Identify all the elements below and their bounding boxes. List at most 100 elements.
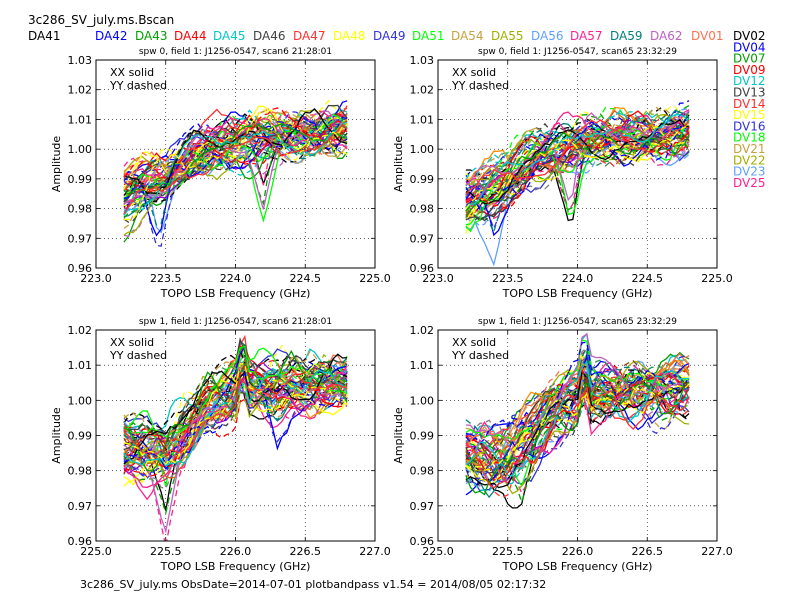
x-tick-label: 227.0 <box>701 545 733 558</box>
x-tick-label: 225.0 <box>701 272 733 285</box>
series-line <box>465 111 690 208</box>
y-tick-label: 1.00 <box>410 394 435 407</box>
series-line <box>465 113 690 210</box>
antenna-legend-top-row: DA41 DA42 DA43 DA44 DA45 DA46 DA47 DA48 DA49 DA51… <box>28 29 724 43</box>
y-tick-label: 1.03 <box>410 54 435 67</box>
series-line <box>465 366 690 485</box>
legend-antenna-da62: DA62 <box>650 29 683 43</box>
series-line <box>465 368 690 475</box>
annotation-xx-solid: XX solid <box>110 66 154 79</box>
x-tick-label: 225.0 <box>359 272 391 285</box>
panel-title: spw 1, field 1: J1256-0547, scan6 21:28:… <box>139 317 332 327</box>
panel-4: 225.0 225.5 226.0 226.5 227.0 0.96 0.97 0.98 0.9… <box>392 317 733 573</box>
panel-2: 223.0 223.5 224.0 224.5 225.0 0.96 0.97 0.98 0.9… <box>392 47 733 300</box>
legend-antenna-dv09: DV09 <box>733 63 766 77</box>
series-line <box>123 110 348 210</box>
series-line <box>465 383 690 471</box>
legend-antenna-da56: DA56 <box>531 29 564 43</box>
axis-ticks: 223.0 223.5 224.0 224.5 225.0 0.96 0.97 0.98 0.9… <box>68 54 391 285</box>
legend-antenna-da48: DA48 <box>333 29 366 43</box>
annotation-xx-solid: XX solid <box>110 336 154 349</box>
x-tick-label: 226.0 <box>220 545 252 558</box>
legend-antenna-dv12: DV12 <box>733 74 766 88</box>
series-line <box>123 113 348 186</box>
y-tick-label: 0.98 <box>68 203 93 216</box>
legend-antenna-dv13: DV13 <box>733 86 766 100</box>
series-line <box>123 107 348 180</box>
annotation-xx-solid: XX solid <box>452 336 496 349</box>
series-line <box>123 108 348 221</box>
series-line <box>465 114 690 210</box>
series-line <box>123 359 348 445</box>
y-tick-label: 0.97 <box>68 500 93 513</box>
y-tick-label: 0.97 <box>68 232 93 245</box>
legend-antenna-dv01: DV01 <box>691 29 724 43</box>
x-tick-label: 223.5 <box>492 272 524 285</box>
legend-antenna-da55: DA55 <box>491 29 524 43</box>
legend-antenna-dv02: DV02 <box>733 29 766 43</box>
series-line <box>465 127 690 208</box>
x-axis-label: TOPO LSB Frequency (GHz) <box>502 560 653 573</box>
annotation-xx-solid: XX solid <box>452 66 496 79</box>
legend-antenna-dv23: DV23 <box>733 165 766 179</box>
series-line <box>123 353 348 465</box>
series-line <box>465 131 690 212</box>
x-tick-label: 226.0 <box>562 545 594 558</box>
series-line <box>465 137 690 220</box>
y-tick-label: 0.98 <box>68 465 93 478</box>
y-tick-label: 1.01 <box>68 113 93 126</box>
x-tick-label: 224.5 <box>632 272 664 285</box>
y-tick-label: 1.03 <box>68 54 93 67</box>
legend-antenna-da49: DA49 <box>373 29 406 43</box>
series-line <box>123 380 348 478</box>
y-tick-label: 0.98 <box>410 203 435 216</box>
y-tick-label: 0.99 <box>410 173 435 186</box>
legend-antenna-da59: DA59 <box>610 29 643 43</box>
series-line <box>465 125 690 210</box>
legend-antenna-dv22: DV22 <box>733 153 766 167</box>
series-line <box>123 372 348 457</box>
y-tick-label: 1.00 <box>410 143 435 156</box>
y-tick-label: 0.97 <box>410 232 435 245</box>
series-line <box>123 123 348 215</box>
panel-title: spw 0, field 1: J1256-0547, scan65 23:32… <box>478 47 677 57</box>
legend-antenna-da41: DA41 <box>28 29 61 43</box>
y-tick-label: 0.99 <box>68 430 93 443</box>
legend-antenna-dv14: DV14 <box>733 97 766 111</box>
series-line <box>465 365 690 481</box>
legend-antenna-dv21: DV21 <box>733 142 766 156</box>
series-line <box>123 364 348 474</box>
panel-3: 225.0 225.5 226.0 226.5 227.0 0.96 0.97 0.98 0.9… <box>50 317 391 573</box>
legend-antenna-da51: DA51 <box>412 29 445 43</box>
legend-antenna-da47: DA47 <box>293 29 326 43</box>
y-tick-label: 1.01 <box>68 359 93 372</box>
series-line <box>465 379 690 487</box>
series-lines <box>465 100 690 267</box>
x-axis-label: TOPO LSB Frequency (GHz) <box>160 287 311 300</box>
series-line <box>465 118 690 205</box>
axis-ticks: 223.0 223.5 224.0 224.5 225.0 0.96 0.97 0.98 0.9… <box>410 54 733 285</box>
y-axis-label: Amplitude <box>50 407 63 464</box>
annotation-yy-dashed: YY dashed <box>451 79 509 92</box>
y-tick-label: 0.99 <box>410 430 435 443</box>
series-line <box>123 363 348 466</box>
series-line <box>465 119 690 195</box>
series-line <box>123 348 348 453</box>
x-tick-label: 225.5 <box>150 545 182 558</box>
series-line <box>123 111 348 183</box>
y-tick-label: 0.98 <box>410 465 435 478</box>
series-line <box>465 104 690 197</box>
x-tick-label: 225.5 <box>492 545 524 558</box>
series-line <box>123 337 348 434</box>
y-tick-label: 0.96 <box>410 262 435 275</box>
y-tick-label: 0.99 <box>68 173 93 186</box>
series-line <box>123 109 348 178</box>
series-line <box>465 114 690 234</box>
x-tick-label: 226.5 <box>632 545 664 558</box>
series-line <box>465 126 690 207</box>
series-line <box>465 368 690 489</box>
legend-antenna-da45: DA45 <box>213 29 246 43</box>
series-line <box>465 129 690 221</box>
series-line <box>465 375 690 472</box>
legend-antenna-da57: DA57 <box>570 29 603 43</box>
